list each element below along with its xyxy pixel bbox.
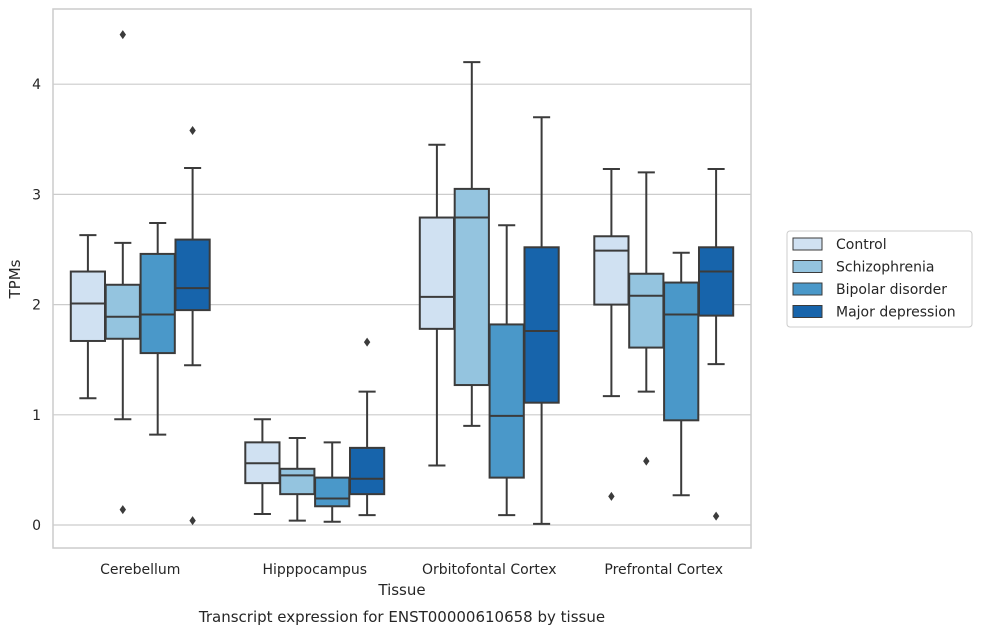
box-iqr	[174, 238, 211, 312]
legend: Control Schizophrenia Bipolar disorder Majo…	[786, 230, 973, 328]
outlier-point	[363, 337, 371, 347]
x-tick-label: Hipppocampus	[262, 562, 367, 578]
box-iqr	[348, 446, 386, 496]
box-control	[593, 168, 630, 501]
box-iqr	[279, 467, 316, 496]
box-iqr	[488, 323, 525, 479]
box-schizophrenia	[628, 171, 665, 466]
x-tick-label: Cerebellum	[100, 562, 180, 578]
legend-label: Schizophrenia	[836, 260, 934, 276]
legend-swatch	[792, 260, 823, 273]
y-tick-label: 0	[32, 518, 41, 534]
legend-swatch	[792, 282, 823, 296]
y-axis-ticks: 0 1 2 3 4	[32, 77, 41, 534]
box-iqr	[628, 272, 665, 349]
box-iqr	[453, 187, 490, 387]
outlier-point	[643, 456, 650, 466]
y-tick-label: 4	[32, 77, 41, 93]
y-tick-label: 3	[32, 187, 41, 203]
box-schizophrenia	[453, 61, 490, 427]
box-iqr	[697, 246, 735, 317]
outlier-point	[189, 516, 196, 526]
legend-label: Major depression	[836, 305, 956, 321]
box-iqr	[418, 216, 456, 330]
box-iqr	[104, 283, 141, 340]
box-bipolar-disorder	[139, 222, 176, 436]
outlier-point	[119, 30, 126, 40]
chart-caption: Transcript expression for ENST0000061065…	[198, 608, 605, 626]
box-bipolar-disorder	[314, 441, 351, 523]
outlier-point	[189, 125, 196, 135]
y-tick-label: 2	[32, 298, 41, 314]
y-tick-label: 1	[32, 408, 41, 424]
x-tick-label: Prefrontal Cortex	[604, 562, 723, 578]
box-control	[418, 143, 456, 467]
box-major-depression	[174, 125, 211, 526]
box-iqr	[593, 235, 630, 306]
box-control	[69, 234, 107, 400]
box-schizophrenia	[104, 30, 141, 515]
box-iqr	[663, 281, 700, 422]
legend-swatch	[792, 305, 823, 318]
legend-label: Control	[836, 237, 887, 253]
outlier-point	[712, 511, 720, 521]
box-major-depression	[697, 168, 735, 521]
box-iqr	[139, 252, 176, 355]
box-major-depression	[523, 116, 560, 525]
box-bipolar-disorder	[663, 251, 700, 497]
box-control	[244, 418, 281, 515]
box-bipolar-disorder	[488, 224, 525, 517]
outlier-point	[119, 505, 126, 515]
box-schizophrenia	[279, 436, 316, 522]
legend-label: Bipolar disorder	[836, 282, 947, 298]
x-axis-title: Tissue	[377, 581, 425, 599]
x-axis-ticks: Cerebellum Hipppocampus Orbitofontal Corte…	[100, 562, 723, 578]
box-major-depression	[348, 337, 386, 517]
box-iqr	[314, 476, 351, 508]
legend-frame	[786, 230, 973, 328]
box-iqr	[523, 246, 560, 404]
boxes	[69, 30, 735, 526]
y-axis-title: TPMs	[6, 259, 24, 299]
outlier-point	[608, 491, 615, 501]
x-tick-label: Orbitofontal Cortex	[422, 562, 557, 578]
legend-swatch	[792, 237, 823, 251]
box-iqr	[69, 270, 107, 342]
